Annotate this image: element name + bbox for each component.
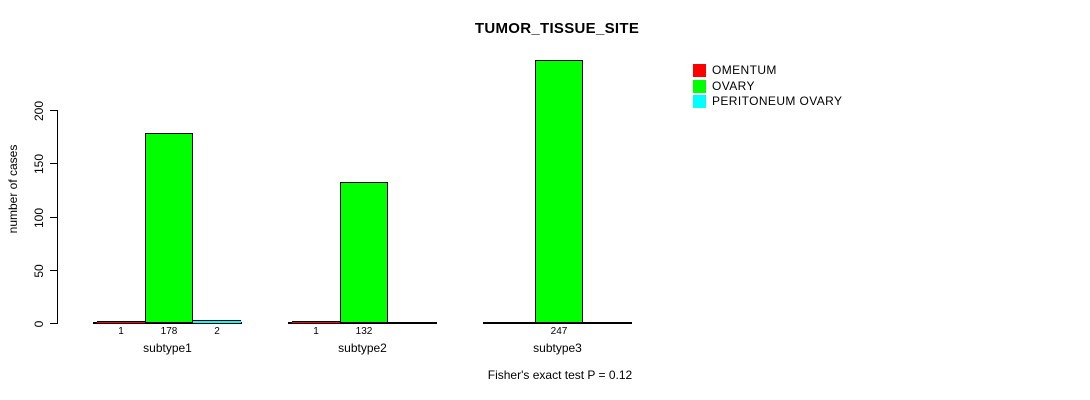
y-axis-tick-label: 50 — [32, 263, 46, 278]
y-axis-tick-label: 200 — [32, 100, 46, 121]
chart-title: TUMOR_TISSUE_SITE — [474, 20, 640, 37]
legend-label-omentum: OMENTUM — [712, 63, 777, 77]
legend-label-ovary: OVARY — [712, 78, 755, 93]
y-axis-tick — [50, 270, 58, 271]
bar-peritoneum-ovary-subtype1 — [193, 320, 241, 323]
fisher-test-annotation: Fisher's exact test P = 0.12 — [487, 368, 633, 382]
x-category-label: subtype2 — [338, 341, 387, 355]
legend-item-peritoneum-ovary: PERITONEUM OVARY — [693, 95, 842, 108]
y-axis-tick-label: 100 — [32, 207, 46, 228]
legend: OMENTUM OVARY PERITONEUM OVARY — [693, 64, 842, 111]
y-axis-tick — [50, 110, 58, 111]
bar-value-label: 2 — [214, 326, 220, 337]
legend-item-ovary: OVARY — [693, 78, 842, 93]
bar-ovary-subtype1 — [145, 133, 193, 323]
bar-value-label: 1 — [313, 326, 319, 337]
bar-value-label: 178 — [160, 326, 178, 337]
bar-value-label: 132 — [355, 326, 373, 337]
legend-label-peritoneum-ovary: PERITONEUM OVARY — [712, 94, 843, 108]
legend-item-omentum: OMENTUM — [693, 64, 842, 77]
y-axis-tick — [50, 323, 58, 324]
bar-omentum-subtype2 — [292, 321, 340, 323]
y-axis-tick-label: 0 — [32, 320, 46, 327]
bar-ovary-subtype3 — [535, 60, 583, 323]
y-axis-label: number of cases — [6, 144, 20, 234]
legend-swatch-peritoneum-ovary — [693, 95, 706, 108]
bar-value-label: 1 — [118, 326, 124, 337]
y-axis-tick — [50, 217, 58, 218]
legend-swatch-omentum — [693, 64, 706, 77]
bar-omentum-subtype1 — [97, 321, 145, 323]
legend-swatch-ovary — [693, 79, 706, 93]
x-category-label: subtype1 — [143, 341, 192, 355]
y-axis-tick — [50, 163, 58, 164]
y-axis-tick-label: 150 — [32, 153, 46, 174]
bar-ovary-subtype2 — [340, 182, 388, 323]
x-category-label: subtype3 — [533, 341, 582, 355]
bar-value-label: 247 — [550, 326, 568, 337]
